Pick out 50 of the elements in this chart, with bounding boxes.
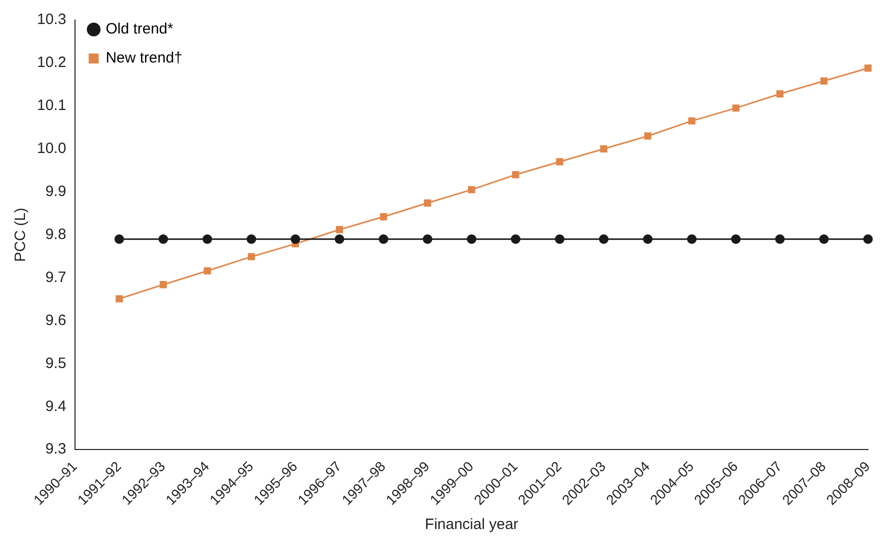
y-tick-label: 9.4 [45,398,66,415]
y-tick-label: 10.3 [36,11,66,28]
y-tick-label: 9.6 [45,312,66,329]
point [336,226,344,234]
y-tick-label: 9.7 [45,268,66,286]
y-tick-label: 9.5 [45,354,66,372]
y-tick-label: 9.3 [45,440,66,458]
point [114,234,124,244]
legend-label: New trend† [106,50,182,67]
point [424,199,432,207]
point [732,104,740,112]
point [204,267,211,274]
y-axis-title: PCC (L) [12,208,30,262]
point [554,234,564,244]
point [378,234,388,244]
point [510,234,520,244]
point [380,213,388,220]
point [466,234,476,244]
y-tick-label: 10.1 [36,97,66,114]
point [248,253,255,260]
y-tick-label: 9.8 [45,226,66,243]
point [731,234,741,244]
point [290,234,300,244]
point [422,234,432,244]
x-axis-title: Financial year [424,516,518,534]
point [202,234,212,244]
point [688,117,696,125]
point [819,234,829,244]
point [246,234,256,244]
point [600,145,608,152]
point [160,281,167,288]
y-tick-label: 10.0 [36,140,66,158]
point [863,234,873,244]
point [334,234,344,244]
point [644,132,652,140]
legend-label: Old trend* [106,20,174,38]
point [556,158,564,166]
point [158,234,168,244]
point [775,234,785,244]
point [776,90,784,98]
y-tick-label: 9.9 [45,182,66,200]
point [687,234,697,244]
point [598,234,608,244]
point [820,77,828,85]
point [512,171,520,178]
point [864,64,872,72]
point [116,295,123,302]
y-tick-label: 10.2 [36,54,66,72]
point [468,186,476,194]
point [643,234,653,244]
